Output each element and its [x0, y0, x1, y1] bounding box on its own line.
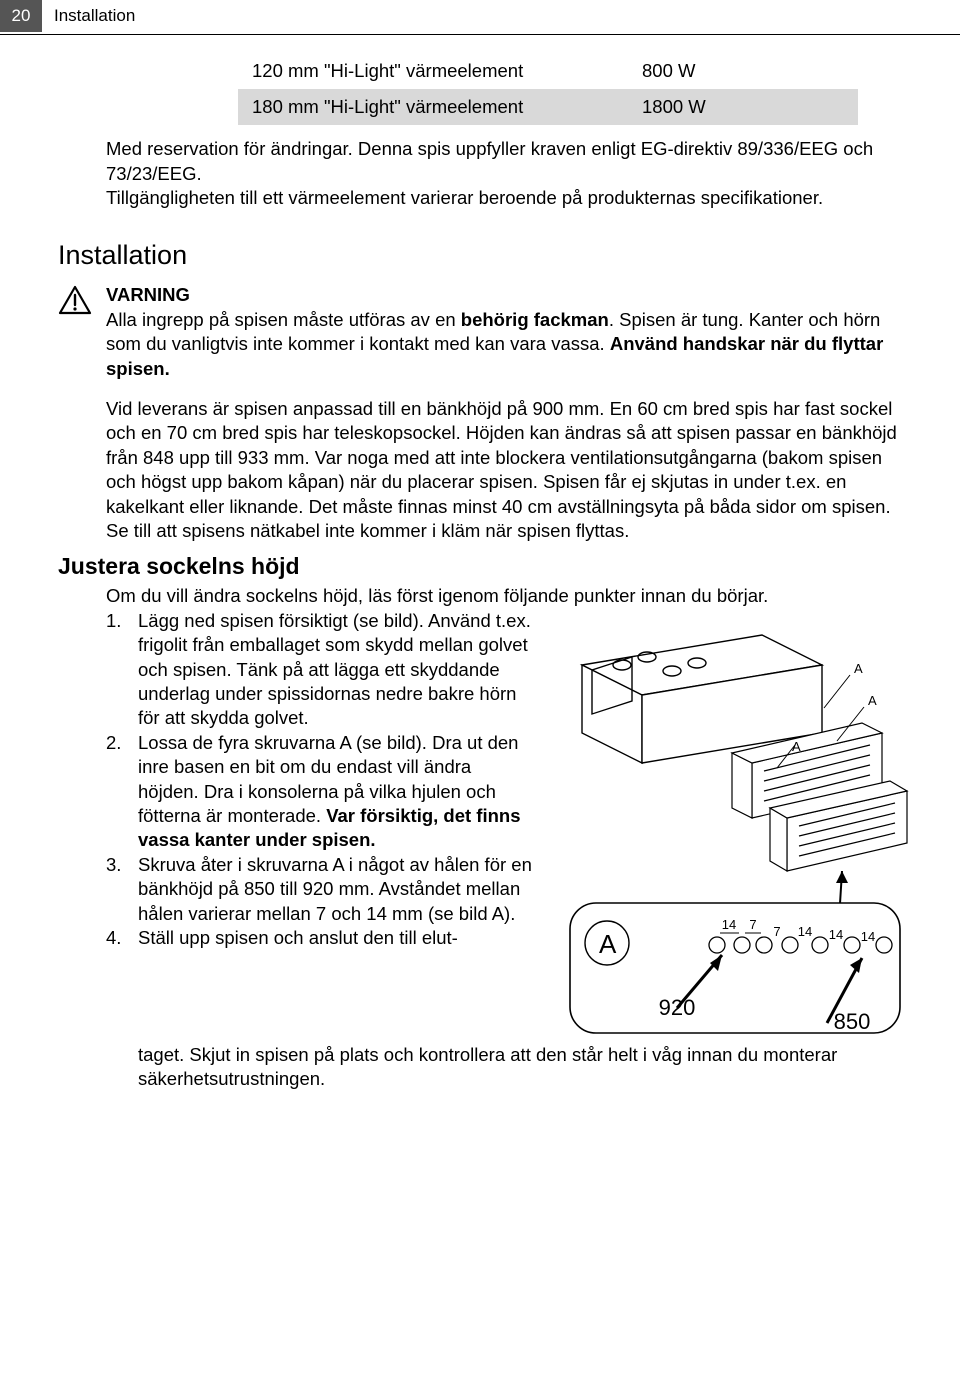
spec-label: 120 mm "Hi-Light" värmeelement — [238, 53, 628, 89]
adjust-heading: Justera sockelns höjd — [58, 553, 902, 580]
two-column-layout: 1. Lägg ned spisen försiktigt (se bild).… — [106, 609, 902, 1043]
step-number: 4. — [106, 926, 138, 950]
warning-text: VARNING Alla ingrepp på spisen måste utf… — [106, 283, 902, 381]
warning-bold-1: behörig fackman — [461, 309, 609, 330]
reservation-paragraph: Med reservation för ändringar. Denna spi… — [106, 137, 902, 210]
dim-text: 14 — [829, 927, 843, 942]
label-A: A — [854, 661, 863, 676]
height-850: 850 — [834, 1009, 871, 1034]
dim-text: 14 — [861, 929, 875, 944]
detail-label-A: A — [599, 929, 617, 959]
warning-heading: VARNING — [106, 283, 902, 307]
header-section-title: Installation — [54, 6, 135, 26]
intro-line: Om du vill ändra sockelns höjd, läs förs… — [106, 584, 902, 608]
installation-heading: Installation — [58, 240, 902, 271]
label-A: A — [868, 693, 877, 708]
step-text: Ställ upp spisen och anslut den till elu… — [138, 926, 536, 950]
warning-icon — [58, 285, 92, 320]
spec-label: 180 mm "Hi-Light" värmeelement — [238, 89, 628, 125]
page-header: 20 Installation — [0, 0, 960, 35]
availability-text: Tillgängligheten till ett värmeelement v… — [106, 186, 902, 210]
list-item: 3. Skruva åter i skruvarna A i något av … — [106, 853, 536, 926]
dim-text: 14 — [722, 917, 736, 932]
dim-text: 7 — [749, 917, 756, 932]
list-item: 2. Lossa de fyra skruvarna A (se bild). … — [106, 731, 536, 853]
step-text: Skruva åter i skruvarna A i något av hål… — [138, 853, 536, 926]
spec-value: 800 W — [628, 53, 858, 89]
table-row: 180 mm "Hi-Light" värmeelement 1800 W — [238, 89, 858, 125]
spec-table: 120 mm "Hi-Light" värmeelement 800 W 180… — [238, 53, 858, 125]
step-number: 1. — [106, 609, 138, 731]
page-number: 20 — [0, 0, 42, 32]
height-920: 920 — [659, 995, 696, 1020]
dim-text: 14 — [798, 924, 812, 939]
step-text: Lossa de fyra skruvarna A (se bild). Dra… — [138, 731, 536, 853]
warning-body-pre: Alla ingrepp på spisen måste utföras av … — [106, 309, 461, 330]
reservation-text: Med reservation för ändringar. Denna spi… — [106, 137, 902, 186]
warning-block: VARNING Alla ingrepp på spisen måste utf… — [58, 283, 902, 381]
continuation-text: taget. Skjut in spisen på plats och kont… — [138, 1043, 902, 1092]
step-number: 2. — [106, 731, 138, 853]
delivery-paragraph: Vid leverans är spisen anpassad till en … — [106, 397, 902, 519]
cable-paragraph: Se till att spisens nätkabel inte kommer… — [106, 519, 902, 543]
spec-value: 1800 W — [628, 89, 858, 125]
step-text: Lägg ned spisen försiktigt (se bild). An… — [138, 609, 536, 731]
step-number: 3. — [106, 853, 138, 926]
list-item: 4. Ställ upp spisen och anslut den till … — [106, 926, 536, 950]
table-row: 120 mm "Hi-Light" värmeelement 800 W — [238, 53, 858, 89]
steps-list: 1. Lägg ned spisen försiktigt (se bild).… — [106, 609, 536, 1043]
dim-text: 7 — [773, 924, 780, 939]
diagram: A A A A — [552, 609, 922, 1043]
page-content: 120 mm "Hi-Light" värmeelement 800 W 180… — [0, 53, 960, 1092]
list-item: 1. Lägg ned spisen försiktigt (se bild).… — [106, 609, 536, 731]
